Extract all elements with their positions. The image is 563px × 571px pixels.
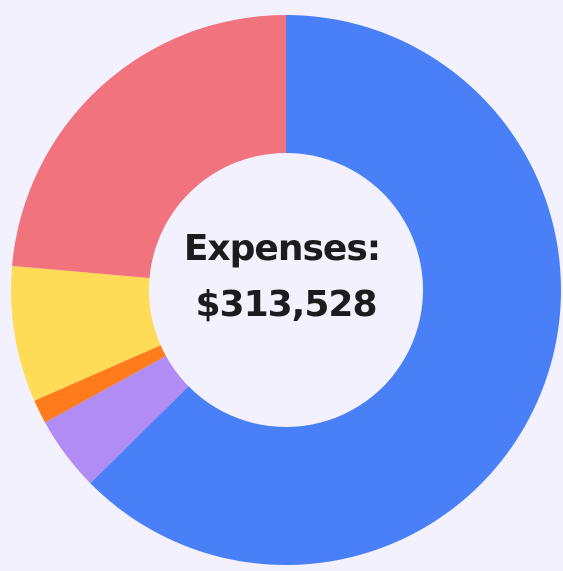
slices (10, 15, 561, 565)
center-value: $313,528 (195, 284, 376, 325)
center-title: Expenses: (184, 228, 380, 269)
slice (10, 265, 161, 401)
slice (90, 15, 561, 565)
slice (12, 15, 286, 278)
slice (45, 356, 189, 484)
slice (34, 345, 166, 423)
